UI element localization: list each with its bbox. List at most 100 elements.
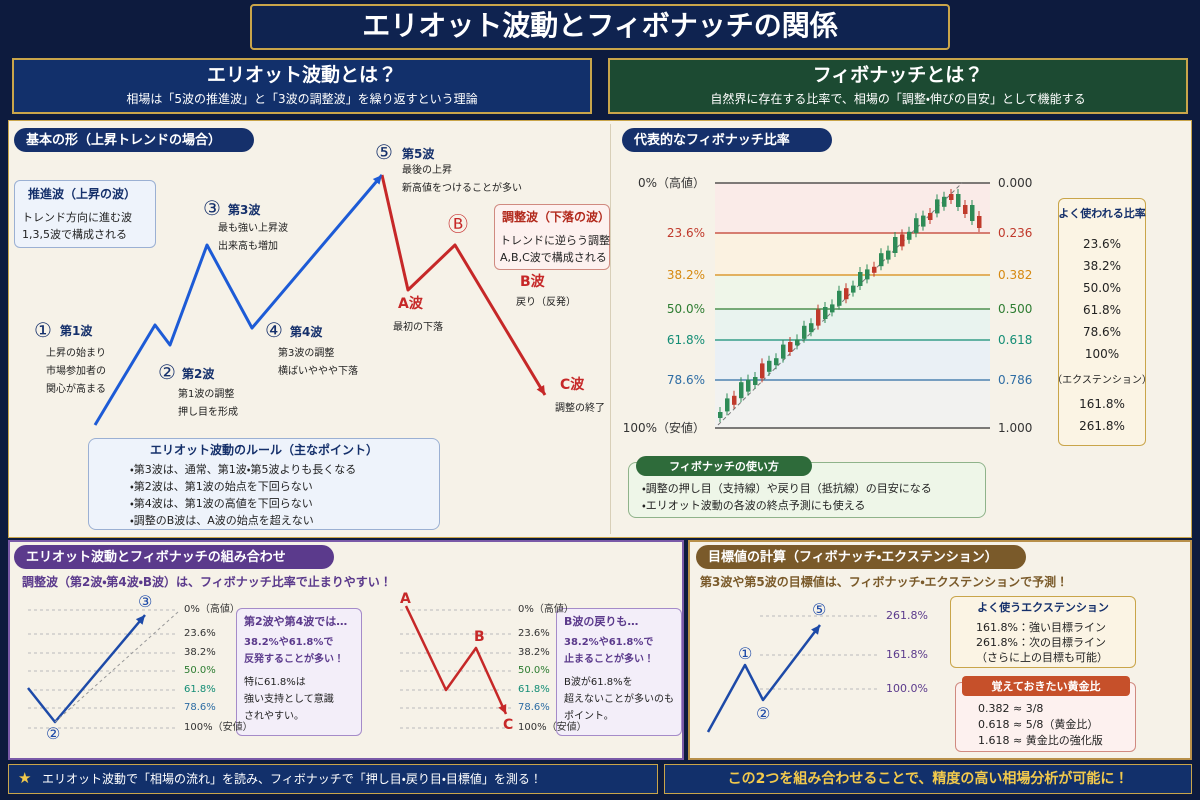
wave-name: C波 [560,377,585,393]
candle-body [753,377,758,385]
target-marker: ① [738,644,753,663]
ratio-right-label: 0.500 [998,302,1033,316]
note-line: ポイント。 [564,711,614,722]
candle-body [977,216,982,228]
box-line: 1.618 ≈ 黄金比の強化版 [978,734,1103,747]
ratio-right-label: 0.786 [998,373,1033,387]
candle-body [851,285,856,293]
ratio-left-label: 38.2% [666,268,705,282]
ratio-right-label: 0.000 [998,176,1033,190]
box-title: よく使うエクステンション [977,601,1109,614]
box-line: 161.8%：強い目標ライン [976,621,1106,634]
candle-body [963,205,968,214]
target-subtitle: 第3波や第5波の目標値は、フィボナッチ・エクステンションで予測！ [700,575,1069,589]
common-title: よく使われる比率 [1058,207,1146,220]
combo-level: 0%（高値） [518,604,574,615]
arrow-head [536,385,545,395]
combo-level: 100%（安値） [518,722,587,733]
section-pill [14,545,334,569]
note-line: 反発することが多い！ [244,654,344,665]
common-item: 23.6% [1082,237,1122,251]
ratio-right-label: 0.618 [998,333,1033,347]
note-title: 第2波や第4波では… [244,615,348,628]
ratio-band [715,380,990,428]
combo-level: 100%（安値） [184,722,253,733]
note-title: B波の戻りも… [564,615,639,628]
header-title: フィボナッチとは？ [812,64,984,86]
combo-note [236,608,362,736]
candle-body [956,194,961,207]
candle-body [767,360,772,372]
wave-name: 第5波 [402,147,435,161]
ratio-right-label: 0.382 [998,268,1033,282]
candle-body [970,205,975,221]
impulse-box [14,180,156,248]
combo-level: 50.0% [518,665,550,676]
common-item: 38.2% [1082,259,1122,273]
wave-marker: Ⓑ [448,212,468,236]
note-line: 超えないことが多いのも [564,694,674,705]
candle-body [718,412,723,418]
common-item: 78.6% [1082,325,1122,339]
arrow-head [498,704,507,714]
target-level: 100.0% [886,682,928,695]
box-line: 0.618 ≈ 5/8（黄金比） [978,718,1099,731]
wave-note: 横ばいややや下落 [278,366,358,377]
ratio-left-label: 23.6% [666,226,705,240]
wave-marker: ④ [265,318,283,342]
combo-marker: ② [46,724,61,743]
combo-level: 61.8% [518,684,550,695]
candle-body [746,379,751,392]
ratio-band [715,183,990,233]
combo-subtitle: 調整波（第2波・第4波・B波）は、フィボナッチ比率で止まりやすい！ [22,575,392,589]
corrective-wave [380,174,547,396]
ratio-band [715,340,990,380]
divider [610,124,611,534]
target-marker: ⑤ [812,600,827,619]
candle-body [949,194,954,200]
header-left-box [12,58,592,114]
candle-body [809,323,814,333]
arrow-head [135,615,145,625]
wave-note: 調整の終了 [555,403,605,414]
candle-body [837,290,842,306]
wave-note: 市場参加者の [46,366,106,377]
candle-body [739,382,744,399]
arrow-head [372,175,382,185]
wave-note: 戻り（反発） [516,297,576,308]
box-line: トレンドに逆らう調整 [500,234,610,247]
note-line: 38.2%や61.8%で [564,637,654,648]
ratio-left-label: 100%（安値） [622,421,705,435]
candle-body [928,213,933,220]
footer-text: エリオット波動で「相場の流れ」を読み、フィボナッチで「押し目・戻り目・目標値」を… [42,772,542,786]
candle-body [816,309,821,326]
candle-body [774,358,779,366]
rules-box [88,438,440,530]
section-pill [696,545,1026,569]
wave-marker: ③ [203,196,221,220]
ratio-band [715,309,990,340]
wave-marker: ⑤ [375,140,393,164]
box-line: 261.8%：次の目標ライン [976,636,1106,649]
usage-item: ・エリオット波動の各波の終点予測にも使える [642,499,866,512]
combo-marker: A [400,591,411,607]
combo-level: 78.6% [518,702,550,713]
ratio-left-label: 61.8% [666,333,705,347]
footer-star: ★ [18,769,32,787]
candle-body [942,196,947,207]
candle-body [921,215,926,227]
combo-marker: ③ [138,592,153,611]
wave-note: 第3波の調整 [278,348,335,359]
arrow-head [811,625,820,635]
note-line: 38.2%や61.8%で [244,637,334,648]
title-frame [250,4,950,50]
wave-name: 第2波 [182,367,215,381]
note-line: されやすい。 [244,711,304,722]
candle-body [865,269,870,280]
combo-level: 38.2% [518,647,550,658]
combo-level: 61.8% [184,684,216,695]
wave-name: A波 [398,296,423,312]
ratio-right-label: 1.000 [998,421,1033,435]
